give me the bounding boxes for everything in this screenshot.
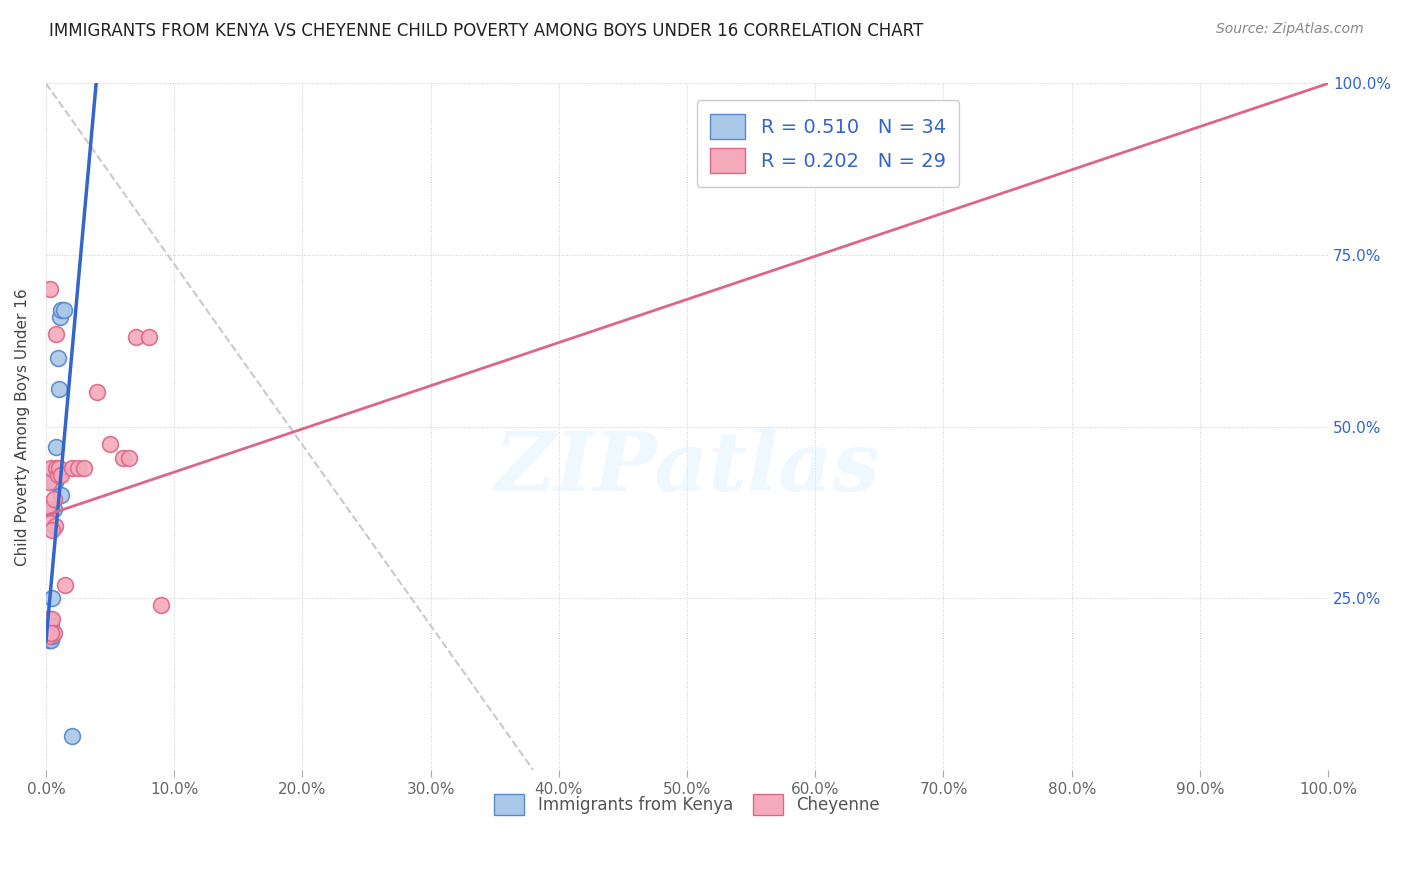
Point [38, 622, 60, 636]
Point [38, 615, 60, 630]
Text: Source: ZipAtlas.com: Source: ZipAtlas.com [1216, 22, 1364, 37]
Point [51, 303, 73, 318]
Point [37, 629, 59, 643]
Point [39, 619, 62, 633]
Point [41, 612, 63, 626]
Text: IMMIGRANTS FROM KENYA VS CHEYENNE CHILD POVERTY AMONG BOYS UNDER 16 CORRELATION : IMMIGRANTS FROM KENYA VS CHEYENNE CHILD … [49, 22, 924, 40]
Point [53, 577, 76, 591]
Point [49, 310, 72, 324]
Point [66, 461, 89, 475]
Legend: Immigrants from Kenya, Cheyenne: Immigrants from Kenya, Cheyenne [486, 785, 889, 823]
Point [48, 461, 70, 475]
Point [38, 622, 60, 636]
Point [38, 612, 60, 626]
Point [86, 385, 108, 400]
Y-axis label: Child Poverty Among Boys Under 16: Child Poverty Among Boys Under 16 [15, 288, 30, 566]
Point [118, 450, 141, 465]
Point [38, 475, 60, 489]
Point [45, 461, 67, 475]
Point [39, 461, 62, 475]
Point [46, 467, 69, 482]
Point [38, 612, 60, 626]
Point [46, 351, 69, 365]
Point [42, 502, 65, 516]
Point [125, 330, 148, 344]
Point [38, 516, 60, 530]
Point [45, 440, 67, 454]
Text: ZIPatlas: ZIPatlas [495, 428, 880, 508]
Point [38, 632, 60, 647]
Point [51, 488, 73, 502]
Point [37, 619, 59, 633]
Point [37, 622, 59, 636]
Point [42, 625, 65, 640]
Point [38, 632, 60, 647]
Point [45, 326, 67, 341]
Point [39, 625, 62, 640]
Point [38, 629, 60, 643]
Point [51, 467, 73, 482]
Point [41, 629, 63, 643]
Point [38, 625, 60, 640]
Point [38, 282, 60, 296]
Point [39, 625, 62, 640]
Point [38, 625, 60, 640]
Point [42, 475, 65, 489]
Point [138, 330, 160, 344]
Point [60, 729, 83, 743]
Point [37, 502, 59, 516]
Point [37, 615, 59, 630]
Point [42, 491, 65, 506]
Point [38, 619, 60, 633]
Point [41, 591, 63, 606]
Point [38, 625, 60, 640]
Point [44, 475, 66, 489]
Point [38, 629, 60, 643]
Point [98, 437, 121, 451]
Point [111, 450, 134, 465]
Point [150, 599, 173, 613]
Point [52, 303, 75, 318]
Point [37, 625, 59, 640]
Point [60, 461, 83, 475]
Point [73, 461, 96, 475]
Point [39, 632, 62, 647]
Point [41, 523, 63, 537]
Point [38, 629, 60, 643]
Point [39, 622, 62, 636]
Point [44, 519, 66, 533]
Point [48, 382, 70, 396]
